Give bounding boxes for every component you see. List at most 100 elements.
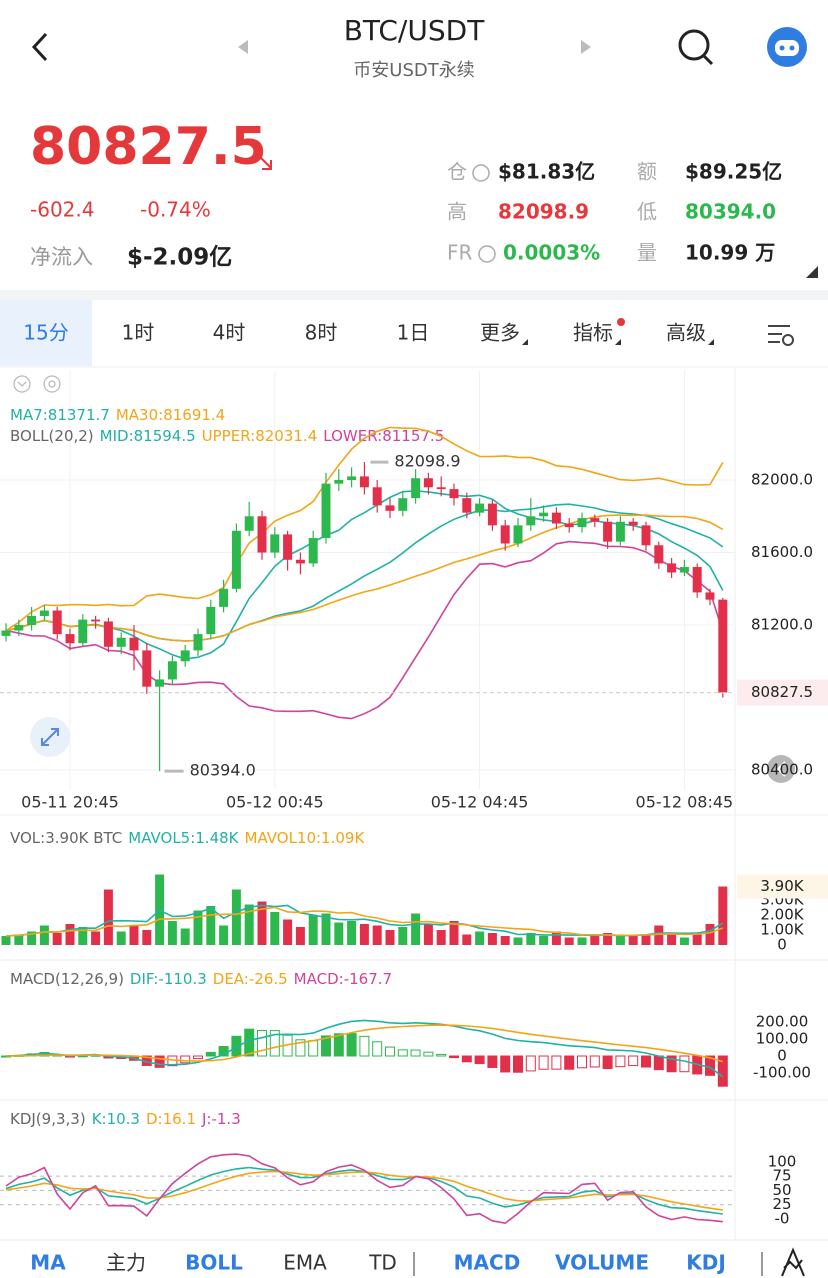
volume-bar xyxy=(679,937,689,945)
candle-body xyxy=(526,516,536,526)
indicator-tab[interactable]: VOLUME xyxy=(555,1251,649,1275)
candle-body xyxy=(283,534,293,560)
candle-body xyxy=(551,512,561,524)
subtitle: 币安USDT永续 xyxy=(353,60,474,81)
legend-item: MAVOL10:1.09K xyxy=(245,829,366,847)
indicator-tab[interactable]: KDJ xyxy=(686,1251,726,1275)
prev-symbol[interactable] xyxy=(238,40,248,54)
candle-body xyxy=(385,505,395,511)
legend-item: MA30:81691.4 xyxy=(116,406,225,424)
legend-label: MACD(12,26,9) xyxy=(10,970,124,988)
dea-line xyxy=(5,1024,724,1063)
netflow: $-2.09亿 xyxy=(127,245,232,271)
stat-label: 低 xyxy=(637,200,657,224)
macd-bar xyxy=(602,1055,613,1070)
indicator-tab[interactable]: BOLL xyxy=(185,1251,243,1275)
indicator-tab[interactable]: 主力 xyxy=(106,1251,146,1275)
macd-bar xyxy=(423,1051,434,1057)
candle-body xyxy=(462,498,472,513)
volume-bar xyxy=(52,933,62,945)
indicator-tab[interactable]: MACD xyxy=(454,1251,521,1275)
legend-item: MACD:-167.7 xyxy=(294,970,392,988)
avatar[interactable] xyxy=(767,27,807,67)
dropdown-caret xyxy=(708,339,714,345)
volume-bar xyxy=(180,928,190,945)
macd-bar xyxy=(538,1055,549,1070)
candle-body xyxy=(654,545,664,564)
y-tick-label: 2.00K xyxy=(760,906,804,924)
candle-body xyxy=(65,634,75,644)
volume-bar xyxy=(705,924,715,945)
candle-body xyxy=(155,679,165,687)
indicator-tab[interactable]: TD xyxy=(368,1251,397,1275)
candle-body xyxy=(270,534,280,553)
macd-bar xyxy=(333,1033,344,1057)
interval-tab[interactable]: 4时 xyxy=(213,321,246,345)
settings-button[interactable] xyxy=(768,325,794,346)
candle-body xyxy=(475,503,485,513)
legend-item: D:16.1 xyxy=(146,1110,196,1128)
volume-bar xyxy=(103,889,113,945)
candle-body xyxy=(692,567,702,593)
ma30 xyxy=(5,514,724,642)
volume-bar xyxy=(244,904,254,945)
legend: MACD(12,26,9) DIF:-110.3 DEA:-26.5 MACD:-16… xyxy=(10,970,392,988)
interval-tab[interactable]: 高级 xyxy=(666,321,706,345)
macd-bar xyxy=(397,1049,408,1057)
volume-bar xyxy=(398,927,408,945)
change-pct: -0.74% xyxy=(140,198,211,222)
back-button[interactable] xyxy=(31,32,48,62)
volume-bar xyxy=(475,931,485,945)
fullscreen-button[interactable] xyxy=(30,717,70,757)
candle-body xyxy=(500,525,510,544)
macd-bar xyxy=(154,1055,165,1068)
macd-bar xyxy=(372,1041,383,1057)
macd-bar xyxy=(180,1055,191,1064)
interval-tab[interactable]: 8时 xyxy=(305,321,338,345)
stat-label: 高 xyxy=(447,200,467,224)
search-button[interactable] xyxy=(678,29,714,66)
stat-label: 量 xyxy=(637,241,657,265)
legend-item: MA7:81371.7 xyxy=(10,406,110,424)
last-price-label: 80827.5 xyxy=(751,683,813,701)
candle-body xyxy=(167,661,177,680)
volume-bar xyxy=(667,933,677,945)
volume-bar xyxy=(78,927,88,945)
macd-bar xyxy=(628,1055,639,1067)
interval-tab[interactable]: 更多 xyxy=(480,321,520,345)
macd-bar xyxy=(679,1055,690,1073)
candle-body xyxy=(398,498,408,511)
volume-bar xyxy=(372,925,382,945)
candle-body xyxy=(679,567,689,573)
netflow-label: 净流入 xyxy=(30,245,93,269)
interval-tab[interactable]: 1日 xyxy=(397,321,430,345)
title: BTC/USDT xyxy=(344,14,485,47)
scroll-button[interactable] xyxy=(767,755,795,783)
candle-body xyxy=(1,630,11,636)
interval-tab[interactable]: 15分 xyxy=(23,321,68,345)
macd-bar xyxy=(487,1055,498,1068)
next-symbol[interactable] xyxy=(581,40,591,54)
candle-body xyxy=(193,634,203,651)
volume-bar xyxy=(641,934,651,945)
macd-bar xyxy=(461,1055,472,1063)
interval-tab[interactable]: 1时 xyxy=(122,321,155,345)
interval-tab[interactable]: 指标 xyxy=(573,321,613,345)
volume-bar xyxy=(436,930,446,945)
indicator-tab[interactable]: EMA xyxy=(283,1251,327,1275)
volume-bar xyxy=(411,913,421,945)
legend-item: LOWER:81157.5 xyxy=(323,427,444,445)
candle-body xyxy=(449,489,459,499)
volume-bar xyxy=(231,889,241,945)
candle-body xyxy=(244,516,254,531)
volume-bar xyxy=(590,934,600,945)
volume-bar xyxy=(39,925,49,945)
volume-bar xyxy=(564,937,574,945)
draw-tool[interactable] xyxy=(781,1247,805,1277)
expand-toggle[interactable] xyxy=(806,266,818,278)
mavol10 xyxy=(5,906,724,937)
boll-mid xyxy=(5,503,724,642)
help-icon[interactable] xyxy=(472,164,496,263)
indicator-tab[interactable]: MA xyxy=(30,1251,66,1275)
chart-tools[interactable] xyxy=(13,375,61,393)
